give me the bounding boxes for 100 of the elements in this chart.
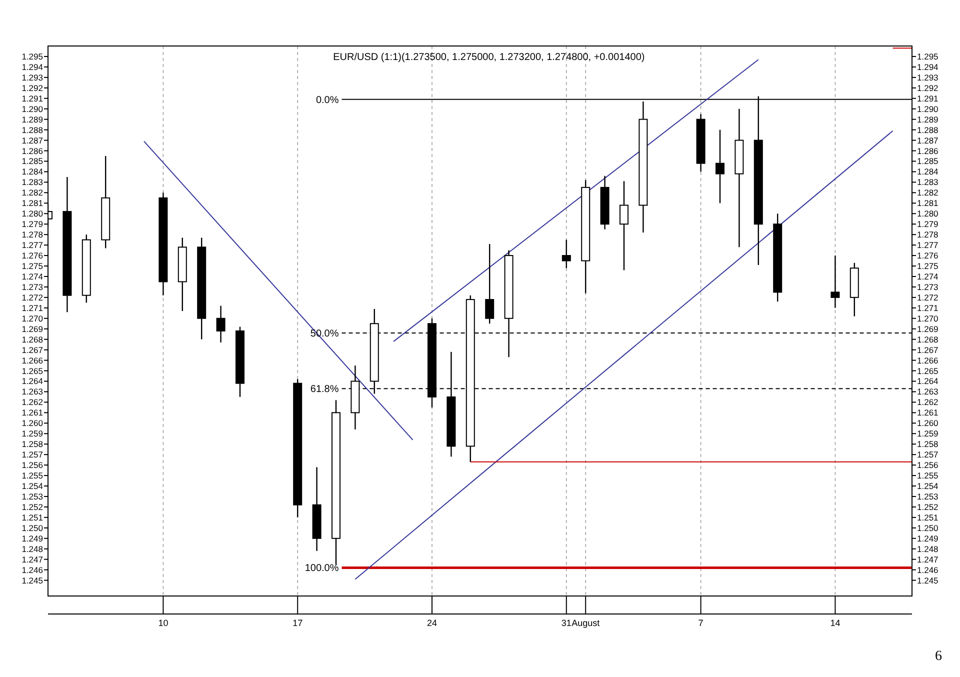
y2-tick-label: 1.252	[917, 502, 939, 512]
y-tick-label: 1.263	[22, 386, 44, 397]
y2-tick-label: 1.273	[917, 282, 939, 292]
y2-tick-label: 1.295	[917, 51, 939, 62]
y2-tick-label: 1.254	[917, 481, 939, 491]
y2-tick-label: 1.294	[917, 62, 939, 72]
y2-tick-label: 1.285	[917, 156, 939, 166]
y2-tick-label: 1.260	[917, 418, 939, 428]
y2-tick-label: 1.278	[917, 230, 939, 240]
y-tick-label: 1.272	[22, 292, 44, 302]
y2-tick-label: 1.279	[917, 219, 939, 230]
y-tick-label: 1.267	[22, 344, 44, 355]
y-tick-label: 1.276	[22, 250, 44, 261]
y-tick-label: 1.260	[22, 418, 44, 428]
y2-tick-label: 1.262	[917, 397, 939, 408]
x-tick-label: August	[572, 618, 600, 628]
y2-tick-label: 1.272	[917, 292, 939, 302]
y2-tick-label: 1.282	[917, 188, 939, 198]
y-tick-label: 1.270	[22, 313, 44, 324]
y-tick-label: 1.284	[22, 166, 44, 177]
y-tick-label: 1.262	[22, 397, 44, 408]
y2-tick-label: 1.266	[917, 355, 939, 366]
x-tick-label: 24	[426, 618, 438, 628]
y2-tick-label: 1.246	[917, 564, 939, 575]
y2-tick-label: 1.288	[917, 124, 939, 135]
y-tick-label: 1.261	[22, 408, 44, 418]
y-tick-label: 1.283	[22, 177, 44, 188]
y-tick-label: 1.266	[22, 355, 44, 366]
y2-tick-label: 1.290	[917, 104, 939, 114]
y-tick-label: 1.285	[22, 156, 44, 166]
y2-tick-label: 1.271	[917, 302, 939, 313]
y-tick-label: 1.282	[22, 188, 44, 198]
y-tick-label: 1.271	[22, 302, 44, 313]
y-tick-label: 1.278	[22, 230, 44, 240]
y2-tick-label: 1.289	[917, 114, 939, 124]
y2-tick-label: 1.251	[917, 512, 939, 522]
y-tick-label: 1.292	[22, 82, 44, 93]
y2-tick-label: 1.247	[917, 554, 939, 564]
y2-tick-label: 1.287	[917, 135, 939, 146]
y-tick-label: 1.287	[22, 135, 44, 146]
y-tick-label: 1.273	[22, 282, 44, 292]
y-tick-label: 1.246	[22, 564, 44, 575]
y2-tick-label: 1.264	[917, 376, 939, 386]
y-tick-label: 1.268	[22, 334, 44, 344]
y2-tick-label: 1.284	[917, 166, 939, 177]
y-tick-label: 1.275	[22, 261, 44, 271]
y-tick-label: 1.256	[22, 460, 44, 470]
y-tick-label: 1.248	[22, 544, 44, 554]
y-tick-label: 1.254	[22, 481, 44, 491]
annotation: 100.0%	[304, 563, 339, 574]
y2-tick-label: 1.245	[917, 575, 939, 586]
y-tick-label: 1.286	[22, 146, 44, 156]
y-tick-label: 1.264	[22, 376, 44, 386]
y-tick-label: 1.274	[22, 271, 44, 282]
y2-tick-label: 1.248	[917, 544, 939, 554]
text: EUR/USD (1:1)(1.273500, 1.275000, 1.273200, 1.274800, +0.001400)	[333, 52, 645, 63]
y-tick-label: 1.245	[22, 575, 44, 586]
y2-tick-label: 1.293	[917, 72, 939, 82]
y2-tick-label: 1.269	[917, 324, 939, 334]
y-tick-label: 1.293	[22, 72, 44, 82]
y-tick-label: 1.294	[22, 62, 44, 72]
y-tick-label: 1.265	[22, 366, 44, 376]
y2-tick-label: 1.261	[917, 408, 939, 418]
x-tick-label: 17	[292, 618, 303, 628]
y-tick-label: 1.295	[22, 51, 44, 62]
y2-tick-label: 1.267	[917, 344, 939, 355]
y2-tick-label: 1.280	[917, 208, 939, 219]
y2-tick-label: 1.286	[917, 146, 939, 156]
y2-tick-label: 1.256	[917, 460, 939, 470]
y2-tick-label: 1.255	[917, 470, 939, 481]
y-tick-label: 1.251	[22, 512, 44, 522]
y2-tick-label: 1.259	[917, 428, 939, 439]
annotation: 0.0%	[316, 94, 339, 106]
y-tick-label: 1.280	[22, 208, 44, 219]
y2-tick-label: 1.291	[917, 93, 939, 104]
y-tick-label: 1.255	[22, 470, 44, 481]
y2-tick-label: 1.250	[917, 522, 939, 533]
y2-tick-label: 1.258	[917, 439, 939, 450]
y-tick-label: 1.277	[22, 240, 44, 250]
y2-tick-label: 1.276	[917, 250, 939, 261]
x-tick-label: 31	[561, 618, 572, 628]
y2-tick-label: 1.292	[917, 82, 939, 93]
y-tick-label: 1.291	[22, 93, 44, 104]
x-tick-label: 7	[698, 618, 704, 628]
y-tick-label: 1.250	[22, 522, 44, 533]
y-tick-label: 1.279	[22, 219, 44, 230]
y2-tick-label: 1.274	[917, 271, 939, 282]
y2-tick-label: 1.263	[917, 386, 939, 397]
y-tick-label: 1.252	[22, 502, 44, 512]
y-tick-label: 1.290	[22, 104, 44, 114]
y-tick-label: 1.249	[22, 533, 44, 544]
y-tick-label: 1.289	[22, 114, 44, 124]
y2-tick-label: 1.253	[917, 491, 939, 502]
x-tick-label: 14	[830, 618, 840, 628]
y-tick-label: 1.269	[22, 324, 44, 334]
y2-tick-label: 1.270	[917, 313, 939, 324]
y-tick-label: 1.253	[22, 491, 44, 502]
annotation: 61.8%	[310, 384, 339, 396]
y-tick-label: 1.258	[22, 439, 44, 450]
x-tick-label: 10	[158, 618, 168, 628]
